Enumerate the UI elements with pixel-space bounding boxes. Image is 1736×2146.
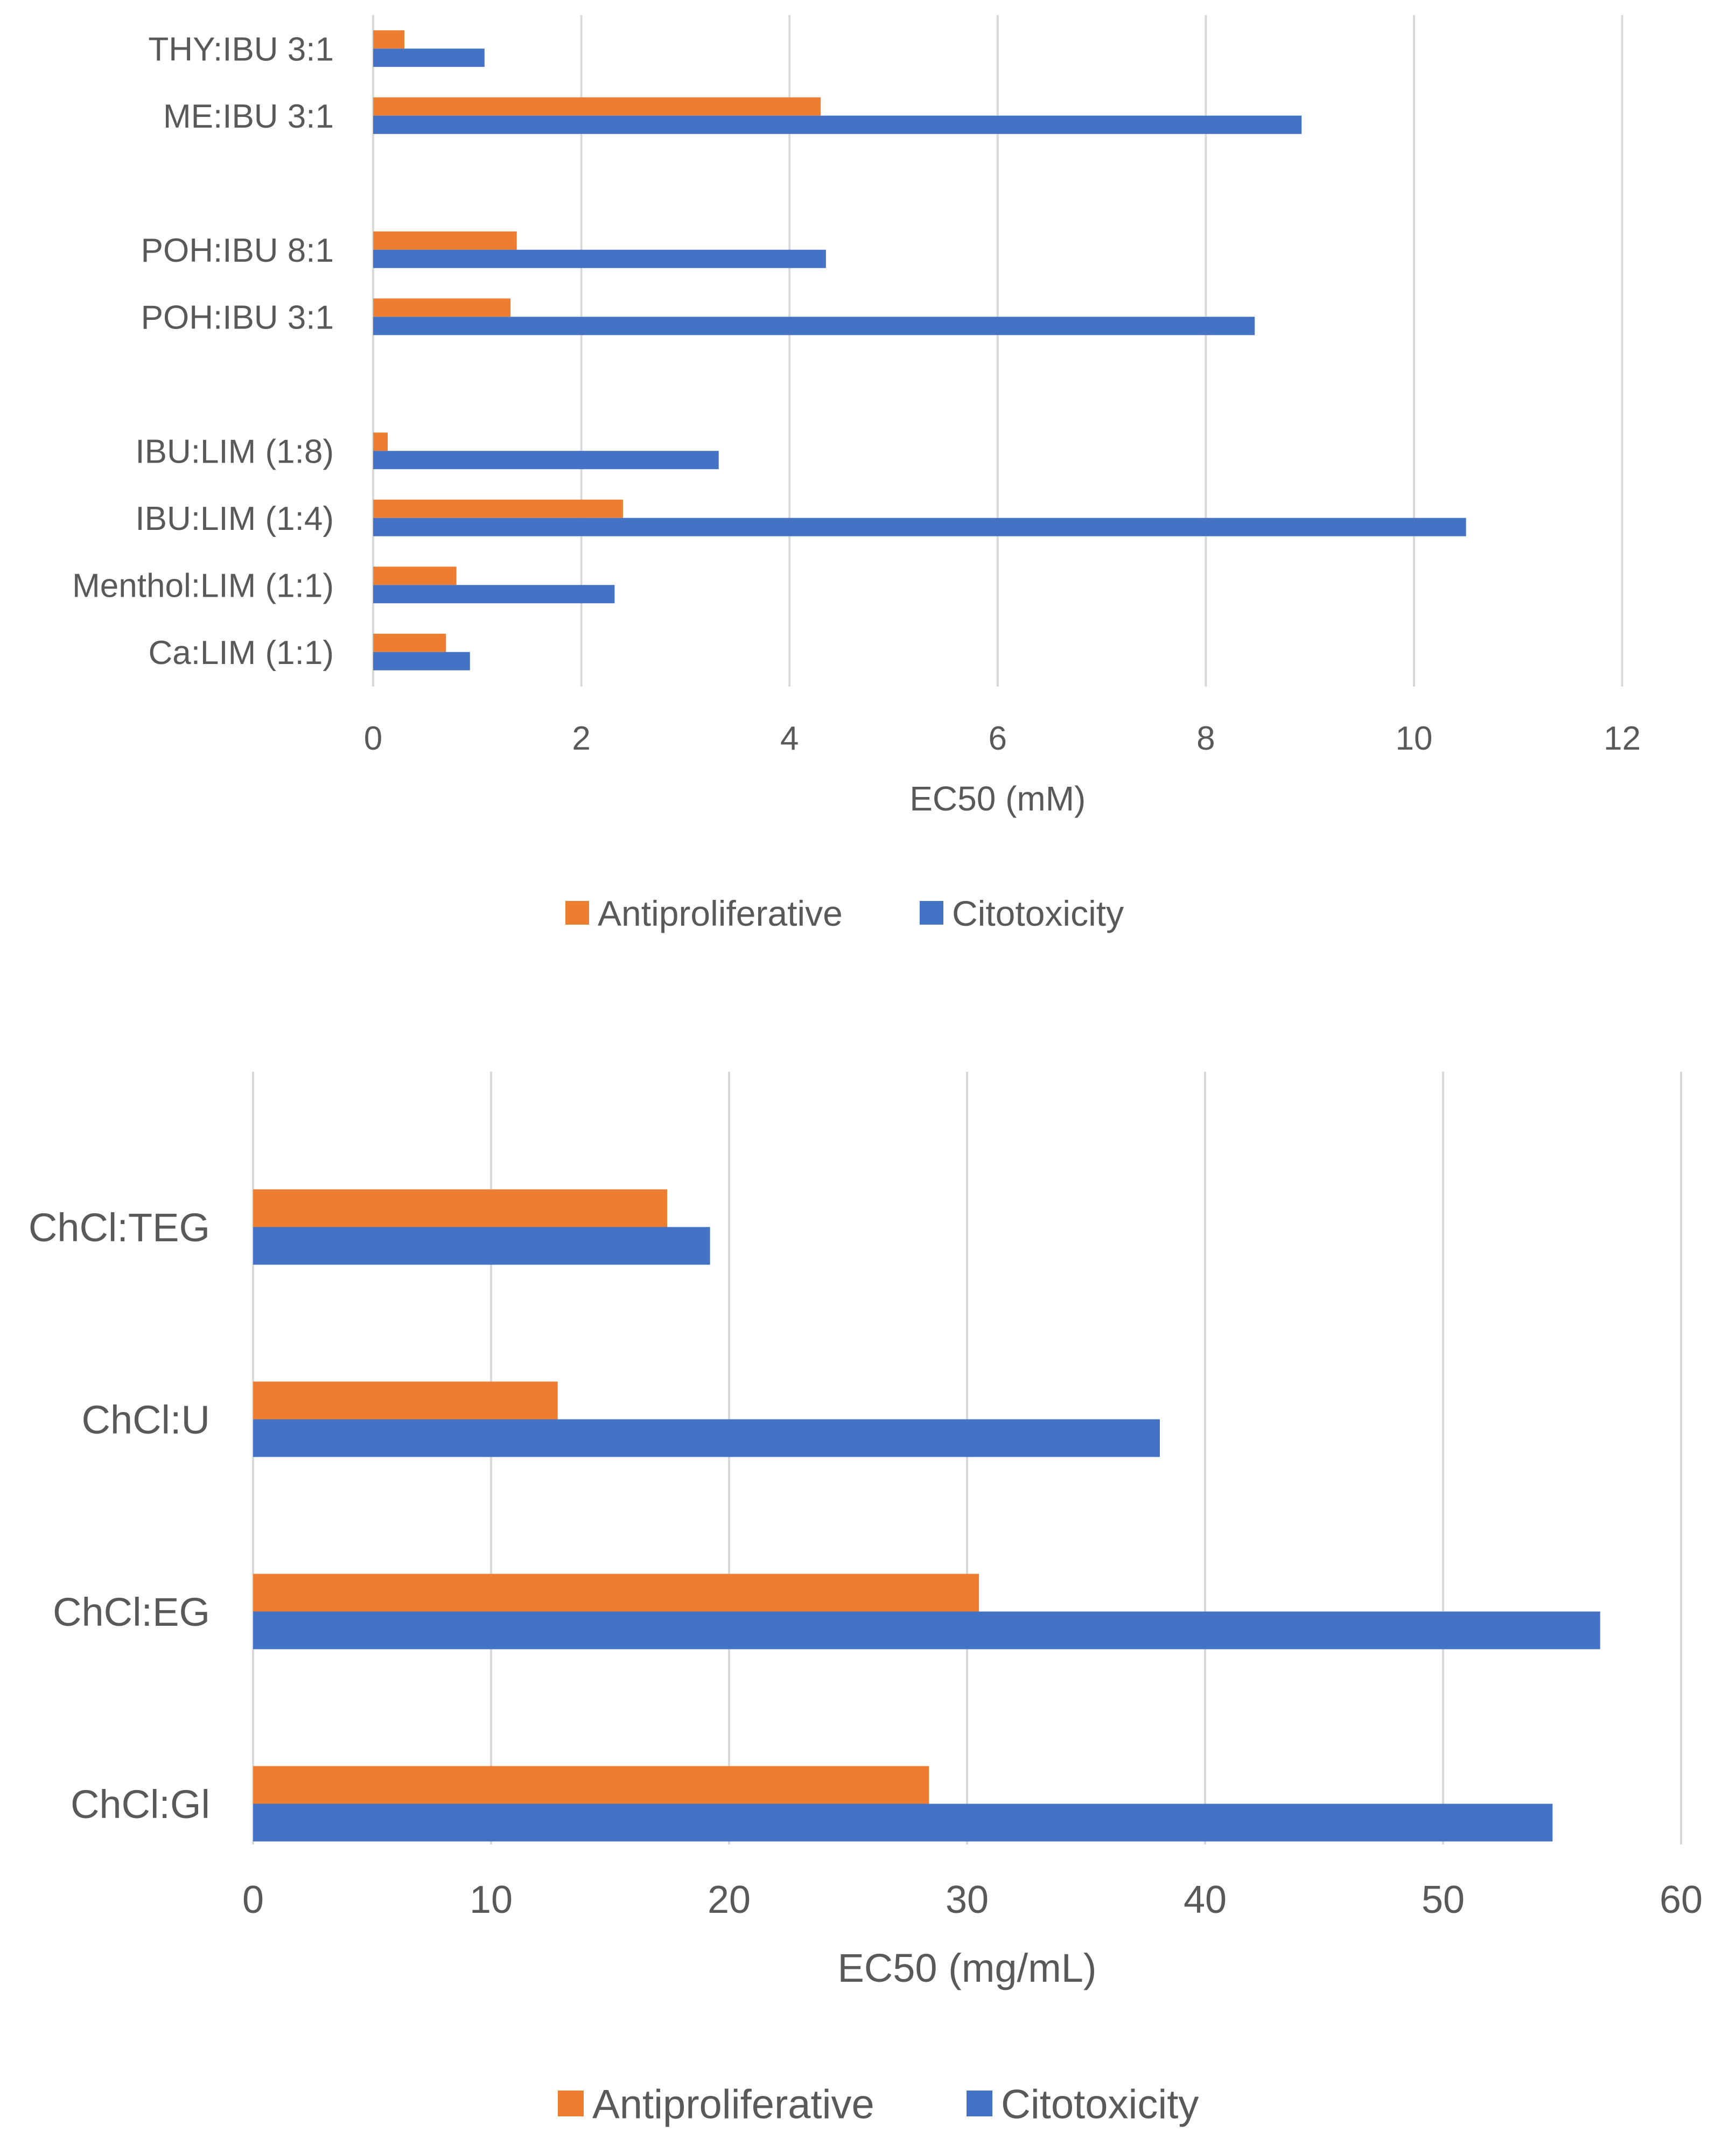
chart2-bar-citotoxicity-chcl-u — [253, 1419, 1160, 1457]
chart1-x-tick-label-12: 12 — [1604, 720, 1641, 757]
chart1-bar-antiproliferative-ibu-lim-1-8 — [373, 432, 388, 451]
chart2-category-label-chcl-gl: ChCl:Gl — [71, 1782, 210, 1827]
chart1-bar-citotoxicity-menthol-lim-1-1 — [373, 585, 615, 604]
chart2-bar-antiproliferative-chcl-teg — [253, 1189, 668, 1227]
chart1-x-tick-label-2: 2 — [572, 720, 590, 757]
chart2-legend-label-antiproliferative: Antiproliferative — [592, 2081, 874, 2127]
chart1-bar-citotoxicity-ibu-lim-1-4 — [373, 518, 1466, 536]
chart1-bar-antiproliferative-ca-lim-1-1 — [373, 633, 446, 652]
chart2-category-label-chcl-eg: ChCl:EG — [53, 1590, 210, 1634]
chart1-bar-citotoxicity-ca-lim-1-1 — [373, 652, 470, 670]
chart1-bar-citotoxicity-thy-ibu-3-1 — [373, 48, 485, 67]
chart1-category-label-ibu-lim-1-8: IBU:LIM (1:8) — [135, 434, 334, 471]
chart1-legend-swatch-citotoxicity — [920, 901, 943, 925]
chart1-bar-citotoxicity-ibu-lim-1-8 — [373, 451, 719, 470]
chart2-bar-antiproliferative-chcl-eg — [253, 1574, 979, 1612]
chart1-bar-antiproliferative-poh-ibu-3-1 — [373, 298, 511, 317]
chart1-x-tick-label-10: 10 — [1396, 720, 1433, 757]
chart1-legend-label-citotoxicity: Citotoxicity — [952, 893, 1124, 933]
chart1-category-label-menthol-lim-1-1: Menthol:LIM (1:1) — [72, 568, 334, 605]
chart2-bar-citotoxicity-chcl-teg — [253, 1227, 710, 1265]
chart1-x-tick-label-0: 0 — [364, 720, 382, 757]
chart1-legend-swatch-antiproliferative — [565, 901, 589, 925]
chart1-category-label-poh-ibu-8-1: POH:IBU 8:1 — [141, 232, 334, 269]
chart2-x-tick-label-10: 10 — [470, 1878, 513, 1921]
chart2-x-tick-label-60: 60 — [1660, 1878, 1703, 1921]
chart1-x-axis-title: EC50 (mM) — [909, 779, 1086, 818]
chart2-x-tick-label-40: 40 — [1184, 1878, 1227, 1921]
chart1-legend: Antiproliferative Citotoxicity — [565, 893, 1124, 933]
chart1-bar-citotoxicity-poh-ibu-3-1 — [373, 317, 1255, 335]
chart2-x-axis-title: EC50 (mg/mL) — [837, 1946, 1096, 1990]
chart1-bar-antiproliferative-ibu-lim-1-4 — [373, 499, 623, 518]
chart2-bar-antiproliferative-chcl-gl — [253, 1766, 929, 1804]
chart1-category-label-thy-ibu-3-1: THY:IBU 3:1 — [148, 31, 334, 68]
chart2-bar-citotoxicity-chcl-gl — [253, 1804, 1553, 1842]
chart-ec50-mm: 0 2 4 6 8 10 12 THY:IBU 3:1 ME:IBU 3:1 POH:IBU 8:… — [72, 15, 1641, 933]
chart2-legend-swatch-antiproliferative — [558, 2091, 584, 2116]
chart1-bar-antiproliferative-menthol-lim-1-1 — [373, 567, 457, 585]
chart1-category-label-ibu-lim-1-4: IBU:LIM (1:4) — [135, 500, 334, 537]
chart2-x-tick-label-30: 30 — [946, 1878, 989, 1921]
chart2-legend-swatch-citotoxicity — [967, 2091, 992, 2116]
chart2-legend: Antiproliferative Citotoxicity — [558, 2081, 1199, 2127]
chart-ec50-mg-ml: 0 10 20 30 40 50 60 ChCl:TEG ChCl:U ChCl:EG ChCl:G… — [29, 1072, 1703, 2127]
chart2-category-label-chcl-u: ChCl:U — [82, 1397, 210, 1442]
chart1-category-label-poh-ibu-3-1: POH:IBU 3:1 — [141, 299, 334, 337]
chart2-bar-citotoxicity-chcl-eg — [253, 1611, 1600, 1649]
chart2-bar-antiproliferative-chcl-u — [253, 1381, 558, 1420]
chart1-bar-citotoxicity-poh-ibu-8-1 — [373, 249, 826, 268]
chart1-x-tick-label-8: 8 — [1196, 720, 1215, 757]
chart1-bar-antiproliferative-thy-ibu-3-1 — [373, 30, 404, 49]
chart2-x-tick-label-50: 50 — [1422, 1878, 1465, 1921]
chart1-category-label-me-ibu-3-1: ME:IBU 3:1 — [163, 98, 334, 135]
chart1-bar-antiproliferative-poh-ibu-8-1 — [373, 231, 517, 250]
chart1-legend-label-antiproliferative: Antiproliferative — [598, 893, 843, 933]
chart2-x-tick-label-20: 20 — [708, 1878, 751, 1921]
chart1-bar-citotoxicity-me-ibu-3-1 — [373, 115, 1302, 134]
chart2-x-tick-label-0: 0 — [242, 1878, 264, 1921]
chart2-category-label-chcl-teg: ChCl:TEG — [29, 1205, 210, 1250]
chart1-x-tick-label-6: 6 — [989, 720, 1007, 757]
chart2-legend-label-citotoxicity: Citotoxicity — [1001, 2081, 1199, 2127]
chart1-x-tick-label-4: 4 — [780, 720, 799, 757]
chart1-bar-antiproliferative-me-ibu-3-1 — [373, 97, 821, 116]
chart1-category-label-ca-lim-1-1: Ca:LIM (1:1) — [148, 634, 334, 672]
